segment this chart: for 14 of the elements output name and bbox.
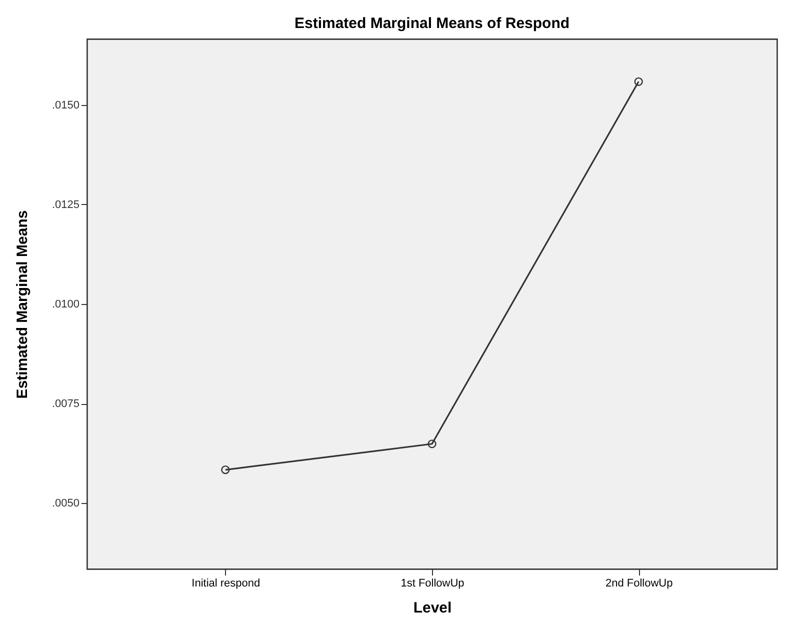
y-tick-label: .0125 [52, 198, 80, 211]
x-tick-label: 1st FollowUp [400, 578, 464, 590]
y-tick-label: .0100 [52, 298, 80, 310]
point [428, 440, 436, 448]
y-axis-title: Estimated Marginal Means [14, 210, 31, 399]
point [221, 465, 230, 474]
point [634, 77, 643, 86]
y-tick-label: .0050 [52, 498, 80, 510]
chart-title: Estimated Marginal Means of Respond [294, 15, 570, 32]
x-tick-label: Initial respond [192, 578, 260, 590]
y-tick-label: .0150 [52, 99, 80, 112]
y-tick-label: .0075 [52, 398, 80, 410]
x-tick-label: 2nd FollowUp [605, 578, 673, 590]
x-axis-title: Level [413, 600, 452, 616]
